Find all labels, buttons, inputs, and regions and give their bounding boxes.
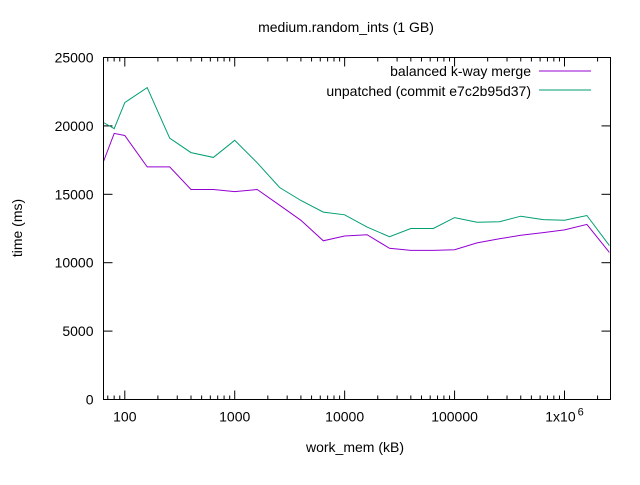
chart-title: medium.random_ints (1 GB)	[258, 19, 434, 35]
plot-frame	[104, 58, 611, 400]
series-line-0	[104, 133, 610, 252]
y-axis-label: time (ms)	[9, 199, 25, 257]
x-tick-label-text: 100	[113, 409, 137, 425]
y-tick-label: 0	[86, 392, 94, 408]
y-tick-label: 20000	[55, 118, 94, 134]
x-tick-label-text: 100000	[431, 409, 478, 425]
legend: balanced k-way merge unpatched (commit e…	[326, 63, 591, 99]
x-tick-label: 100000	[431, 409, 478, 425]
x-axis-label: work_mem (kB)	[305, 439, 404, 455]
x-tick-label-exponent: 6	[578, 407, 584, 419]
series-line-1	[104, 88, 610, 246]
x-tick-label: 1000	[219, 409, 250, 425]
x-tick-label-text: 1000	[219, 409, 250, 425]
legend-label-0: balanced k-way merge	[390, 63, 531, 79]
y-tick-label: 5000	[62, 323, 93, 339]
x-tick-label: 100	[113, 409, 137, 425]
x-tick-label: 10000	[325, 409, 364, 425]
x-tick-label-text: 1x10	[545, 409, 576, 425]
legend-label-1: unpatched (commit e7c2b95d37)	[326, 83, 531, 99]
x-tick-label-text: 10000	[325, 409, 364, 425]
y-tick-label: 25000	[55, 50, 94, 66]
y-tick-label: 15000	[55, 186, 94, 202]
y-tick-label: 10000	[55, 255, 94, 271]
